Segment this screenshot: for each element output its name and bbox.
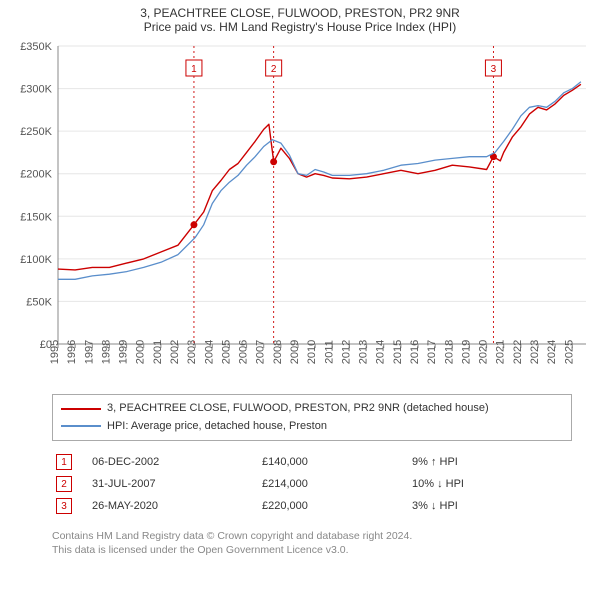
legend-row: HPI: Average price, detached house, Pres… <box>61 418 563 436</box>
svg-text:2017: 2017 <box>426 340 438 364</box>
svg-text:2001: 2001 <box>152 340 164 364</box>
svg-text:1996: 1996 <box>66 340 78 364</box>
svg-text:£200K: £200K <box>20 169 52 181</box>
legend: 3, PEACHTREE CLOSE, FULWOOD, PRESTON, PR… <box>52 394 572 441</box>
svg-text:3: 3 <box>491 64 497 75</box>
svg-text:2019: 2019 <box>460 340 472 364</box>
svg-text:2013: 2013 <box>358 340 370 364</box>
event-delta: 3% ↓ HPI <box>408 495 572 517</box>
svg-text:2008: 2008 <box>272 340 284 364</box>
svg-text:2014: 2014 <box>375 340 387 364</box>
svg-text:£300K: £300K <box>20 84 52 96</box>
svg-text:2021: 2021 <box>495 340 507 364</box>
svg-text:2016: 2016 <box>409 340 421 364</box>
legend-swatch <box>61 425 101 427</box>
svg-text:£250K: £250K <box>20 126 52 138</box>
legend-swatch <box>61 408 101 410</box>
svg-text:£150K: £150K <box>20 211 52 223</box>
event-badge: 2 <box>56 476 72 492</box>
svg-text:2022: 2022 <box>512 340 524 364</box>
event-badge: 3 <box>56 498 72 514</box>
legend-label: 3, PEACHTREE CLOSE, FULWOOD, PRESTON, PR… <box>107 402 489 414</box>
svg-text:2010: 2010 <box>306 340 318 364</box>
chart-container: { "title": "3, PEACHTREE CLOSE, FULWOOD,… <box>0 0 600 558</box>
event-date: 31-JUL-2007 <box>88 473 258 495</box>
svg-text:2025: 2025 <box>563 340 575 364</box>
svg-text:2020: 2020 <box>478 340 490 364</box>
event-row: 3 26-MAY-2020£220,0003% ↓ HPI <box>52 495 572 517</box>
svg-text:1998: 1998 <box>100 340 112 364</box>
event-price: £214,000 <box>258 473 408 495</box>
svg-text:2009: 2009 <box>289 340 301 364</box>
svg-text:1995: 1995 <box>49 340 61 364</box>
svg-text:2: 2 <box>271 64 277 75</box>
svg-text:2003: 2003 <box>186 340 198 364</box>
chart-subtitle: Price paid vs. HM Land Registry's House … <box>10 20 590 34</box>
price-events-table: 1 06-DEC-2002£140,0009% ↑ HPI 2 31-JUL-2007… <box>52 451 572 517</box>
svg-text:1: 1 <box>191 64 197 75</box>
event-price: £140,000 <box>258 451 408 473</box>
svg-text:2024: 2024 <box>546 340 558 364</box>
svg-text:2018: 2018 <box>443 340 455 364</box>
svg-text:2023: 2023 <box>529 340 541 364</box>
footer-attribution: Contains HM Land Registry data © Crown c… <box>52 529 572 557</box>
svg-text:1999: 1999 <box>118 340 130 364</box>
event-date: 26-MAY-2020 <box>88 495 258 517</box>
event-badge: 1 <box>56 454 72 470</box>
legend-label: HPI: Average price, detached house, Pres… <box>107 420 327 432</box>
svg-text:2005: 2005 <box>220 340 232 364</box>
svg-text:2007: 2007 <box>255 340 267 364</box>
event-delta: 9% ↑ HPI <box>408 451 572 473</box>
footer-line-2: This data is licensed under the Open Gov… <box>52 543 572 557</box>
event-row: 1 06-DEC-2002£140,0009% ↑ HPI <box>52 451 572 473</box>
line-chart: £0£50K£100K£150K£200K£250K£300K£350K1995… <box>10 38 590 384</box>
svg-text:2006: 2006 <box>238 340 250 364</box>
svg-text:£100K: £100K <box>20 254 52 266</box>
chart-title: 3, PEACHTREE CLOSE, FULWOOD, PRESTON, PR… <box>10 6 590 20</box>
svg-text:2000: 2000 <box>135 340 147 364</box>
event-delta: 10% ↓ HPI <box>408 473 572 495</box>
svg-text:2004: 2004 <box>203 340 215 364</box>
legend-row: 3, PEACHTREE CLOSE, FULWOOD, PRESTON, PR… <box>61 400 563 418</box>
footer-line-1: Contains HM Land Registry data © Crown c… <box>52 529 572 543</box>
chart-svg: £0£50K£100K£150K£200K£250K£300K£350K1995… <box>10 38 590 384</box>
svg-text:2012: 2012 <box>340 340 352 364</box>
svg-text:£350K: £350K <box>20 41 52 53</box>
event-price: £220,000 <box>258 495 408 517</box>
event-date: 06-DEC-2002 <box>88 451 258 473</box>
svg-text:1997: 1997 <box>83 340 95 364</box>
svg-text:2015: 2015 <box>392 340 404 364</box>
svg-text:2002: 2002 <box>169 340 181 364</box>
event-row: 2 31-JUL-2007£214,00010% ↓ HPI <box>52 473 572 495</box>
svg-text:2011: 2011 <box>323 340 335 364</box>
svg-text:£50K: £50K <box>26 296 52 308</box>
